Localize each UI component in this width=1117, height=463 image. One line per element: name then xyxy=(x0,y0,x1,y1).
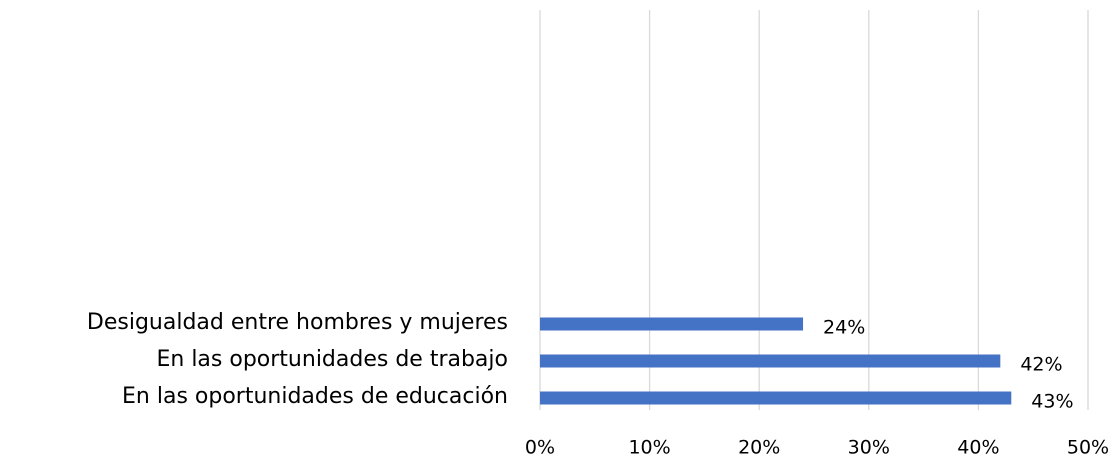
x-tick-label: 0% xyxy=(525,437,555,459)
x-tick-label: 30% xyxy=(848,437,890,459)
value-label: 42% xyxy=(1020,354,1062,376)
x-tick-label: 40% xyxy=(957,437,999,459)
value-label: 43% xyxy=(1031,391,1073,413)
category-label: En las oportunidades de educación xyxy=(122,384,508,409)
category-label: En las oportunidades de trabajo xyxy=(156,347,508,372)
bar xyxy=(540,391,1012,405)
x-tick-label: 20% xyxy=(738,437,780,459)
bar xyxy=(540,354,1001,368)
x-tick-label: 50% xyxy=(1067,437,1109,459)
x-tick-label: 10% xyxy=(628,437,670,459)
value-label: 24% xyxy=(823,317,865,339)
category-label: Desigualdad entre hombres y mujeres xyxy=(87,310,508,335)
bar xyxy=(540,317,804,331)
